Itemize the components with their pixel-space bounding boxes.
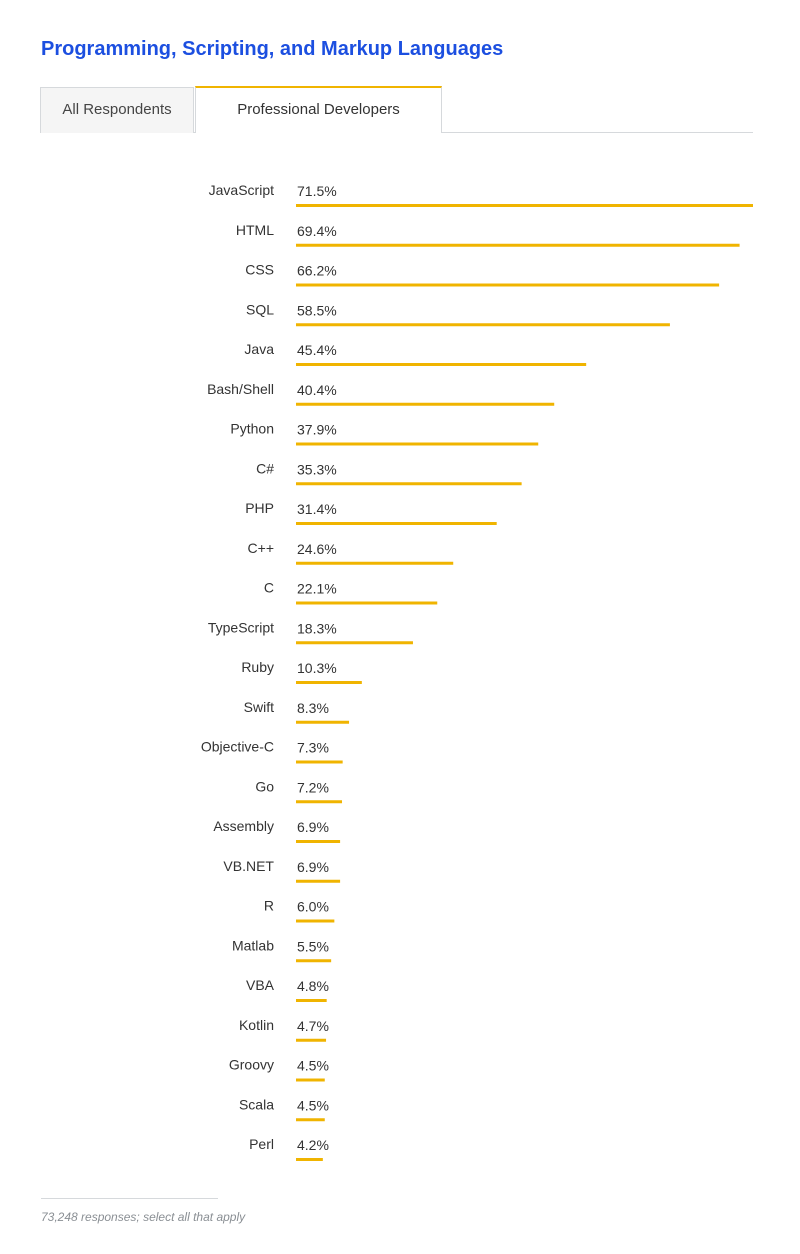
category-label: C# bbox=[256, 460, 274, 476]
value-label: 66.2% bbox=[297, 263, 337, 279]
value-label: 7.2% bbox=[297, 779, 329, 795]
category-label: Swift bbox=[244, 699, 274, 715]
bar bbox=[296, 243, 740, 247]
value-label: 4.2% bbox=[297, 1137, 329, 1153]
value-label: 58.5% bbox=[297, 302, 337, 318]
bar bbox=[296, 204, 753, 207]
bar bbox=[296, 1158, 323, 1161]
bar bbox=[296, 959, 332, 963]
category-label: CSS bbox=[245, 262, 274, 278]
bar bbox=[296, 442, 539, 446]
value-label: 6.9% bbox=[297, 819, 329, 835]
chart-title: Programming, Scripting, and Markup Langu… bbox=[41, 38, 504, 60]
category-label: VBA bbox=[246, 977, 275, 993]
bar bbox=[296, 561, 454, 565]
category-label: Assembly bbox=[213, 818, 274, 834]
responses-footnote: 73,248 responses; select all that apply bbox=[41, 1210, 246, 1224]
value-label: 8.3% bbox=[297, 700, 329, 716]
category-label: TypeScript bbox=[208, 619, 274, 635]
bar bbox=[296, 919, 335, 923]
bar bbox=[296, 601, 438, 605]
bar bbox=[296, 1038, 327, 1042]
footnote-divider bbox=[41, 1198, 218, 1199]
category-label: HTML bbox=[236, 222, 274, 238]
value-label: 18.3% bbox=[297, 620, 337, 636]
category-label: JavaScript bbox=[209, 182, 274, 198]
category-label: Kotlin bbox=[239, 1017, 274, 1033]
category-label: Ruby bbox=[241, 659, 274, 675]
bar bbox=[296, 482, 522, 486]
bar bbox=[296, 840, 341, 843]
category-label: Perl bbox=[249, 1136, 274, 1152]
value-label: 69.4% bbox=[297, 223, 337, 239]
respondent-tabs: All Respondents Professional Developers bbox=[40, 86, 753, 133]
value-label: 10.3% bbox=[297, 660, 337, 676]
bar bbox=[296, 283, 720, 287]
category-label: Go bbox=[255, 778, 274, 794]
bar bbox=[296, 800, 343, 804]
value-label: 22.1% bbox=[297, 581, 337, 597]
value-label: 4.5% bbox=[297, 1058, 329, 1074]
value-label: 6.0% bbox=[297, 899, 329, 915]
category-label: Scala bbox=[239, 1096, 274, 1112]
value-label: 5.5% bbox=[297, 938, 329, 954]
value-label: 31.4% bbox=[297, 501, 337, 517]
category-label: Bash/Shell bbox=[207, 381, 274, 397]
category-label: Python bbox=[230, 421, 274, 437]
tab-all-respondents[interactable]: All Respondents bbox=[40, 87, 194, 133]
value-label: 40.4% bbox=[297, 382, 337, 398]
bar bbox=[296, 760, 343, 764]
bar bbox=[296, 522, 497, 525]
bar bbox=[296, 323, 670, 327]
bar bbox=[296, 641, 413, 645]
bar bbox=[296, 879, 341, 883]
value-label: 45.4% bbox=[297, 342, 337, 358]
category-label: Matlab bbox=[232, 937, 274, 953]
category-label: SQL bbox=[246, 301, 274, 317]
category-label: Objective-C bbox=[201, 739, 274, 755]
value-label: 37.9% bbox=[297, 422, 337, 438]
value-label: 7.3% bbox=[297, 740, 329, 756]
category-label: PHP bbox=[245, 500, 274, 516]
bar bbox=[296, 720, 350, 724]
value-label: 71.5% bbox=[297, 183, 337, 199]
value-label: 35.3% bbox=[297, 461, 337, 477]
category-label: C++ bbox=[248, 540, 274, 556]
bar bbox=[296, 363, 587, 366]
category-label: Java bbox=[244, 341, 274, 357]
bar bbox=[296, 999, 327, 1002]
category-label: C bbox=[264, 580, 274, 596]
value-label: 4.8% bbox=[297, 978, 329, 994]
category-label: R bbox=[264, 898, 274, 914]
languages-bar-chart: JavaScript 71.5% HTML 69.4% CSS 66.2% SQL 58.5%… bbox=[201, 182, 753, 1161]
value-label: 6.9% bbox=[297, 859, 329, 875]
tab-professional-developers[interactable]: Professional Developers bbox=[195, 86, 442, 133]
category-label: VB.NET bbox=[223, 858, 274, 874]
value-label: 4.5% bbox=[297, 1097, 329, 1113]
bar bbox=[296, 1118, 325, 1122]
value-label: 4.7% bbox=[297, 1018, 329, 1034]
category-label: Groovy bbox=[229, 1057, 274, 1073]
bar bbox=[296, 1078, 325, 1082]
bar bbox=[296, 402, 555, 406]
bar bbox=[296, 681, 362, 684]
value-label: 24.6% bbox=[297, 541, 337, 557]
